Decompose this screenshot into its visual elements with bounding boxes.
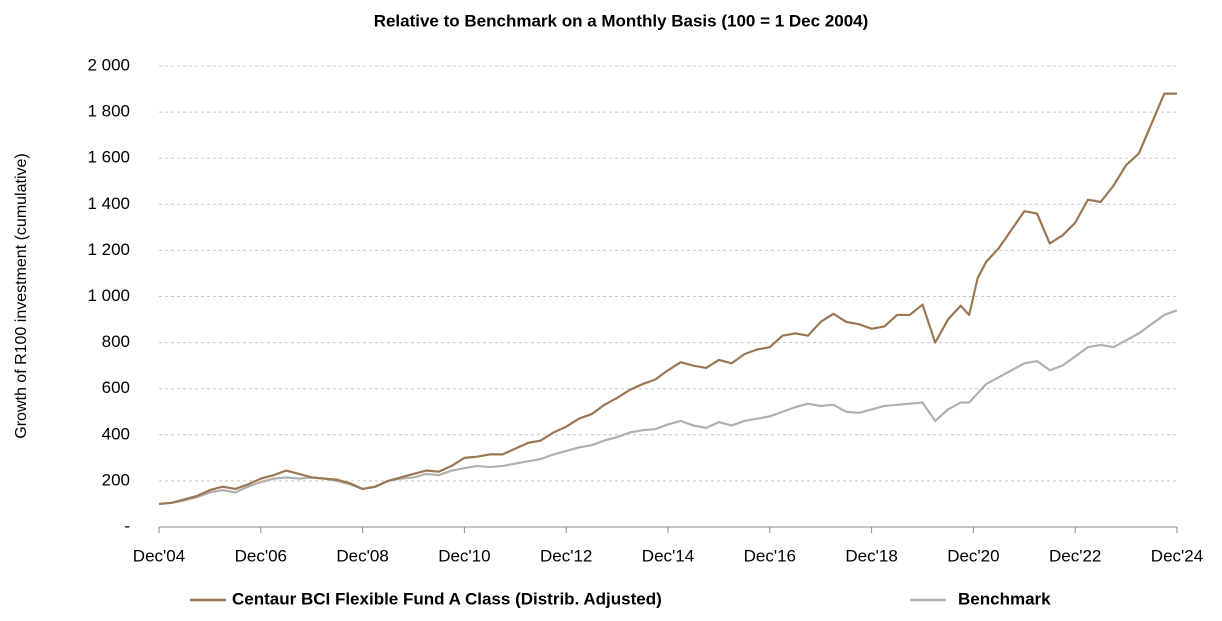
chart-title: Relative to Benchmark on a Monthly Basis… bbox=[374, 11, 869, 30]
series-line bbox=[158, 92, 1177, 506]
y-tick-label: 200 bbox=[102, 470, 130, 489]
x-tick-label: Dec'14 bbox=[642, 546, 694, 565]
y-tick-label: - bbox=[124, 516, 130, 535]
x-tick-label: Dec'16 bbox=[744, 546, 796, 565]
y-tick-label: 1 400 bbox=[87, 194, 130, 213]
x-tick-label: Dec'06 bbox=[235, 546, 287, 565]
x-tick-label: Dec'24 bbox=[1151, 546, 1203, 565]
y-tick-label: 1 200 bbox=[87, 240, 130, 259]
y-tick-label: 1 800 bbox=[87, 102, 130, 121]
x-tick-label: Dec'10 bbox=[438, 546, 490, 565]
x-tick-label: Dec'18 bbox=[845, 546, 897, 565]
x-tick-label: Dec'04 bbox=[133, 546, 185, 565]
y-tick-label: 600 bbox=[102, 378, 130, 397]
x-tick-label: Dec'22 bbox=[1049, 546, 1101, 565]
series-line bbox=[158, 309, 1178, 506]
y-axis-label: Growth of R100 investment (cumulative) bbox=[13, 153, 30, 438]
y-tick-label: 2 000 bbox=[87, 55, 130, 74]
legend-label: Benchmark bbox=[958, 589, 1051, 608]
y-tick-label: 1 000 bbox=[87, 286, 130, 305]
y-tick-label: 1 600 bbox=[87, 148, 130, 167]
x-tick-label: Dec'12 bbox=[540, 546, 592, 565]
x-tick-label: Dec'08 bbox=[336, 546, 388, 565]
y-tick-label: 800 bbox=[102, 332, 130, 351]
y-tick-label: 400 bbox=[102, 424, 130, 443]
legend-label: Centaur BCI Flexible Fund A Class (Distr… bbox=[232, 589, 662, 608]
x-tick-label: Dec'20 bbox=[947, 546, 999, 565]
